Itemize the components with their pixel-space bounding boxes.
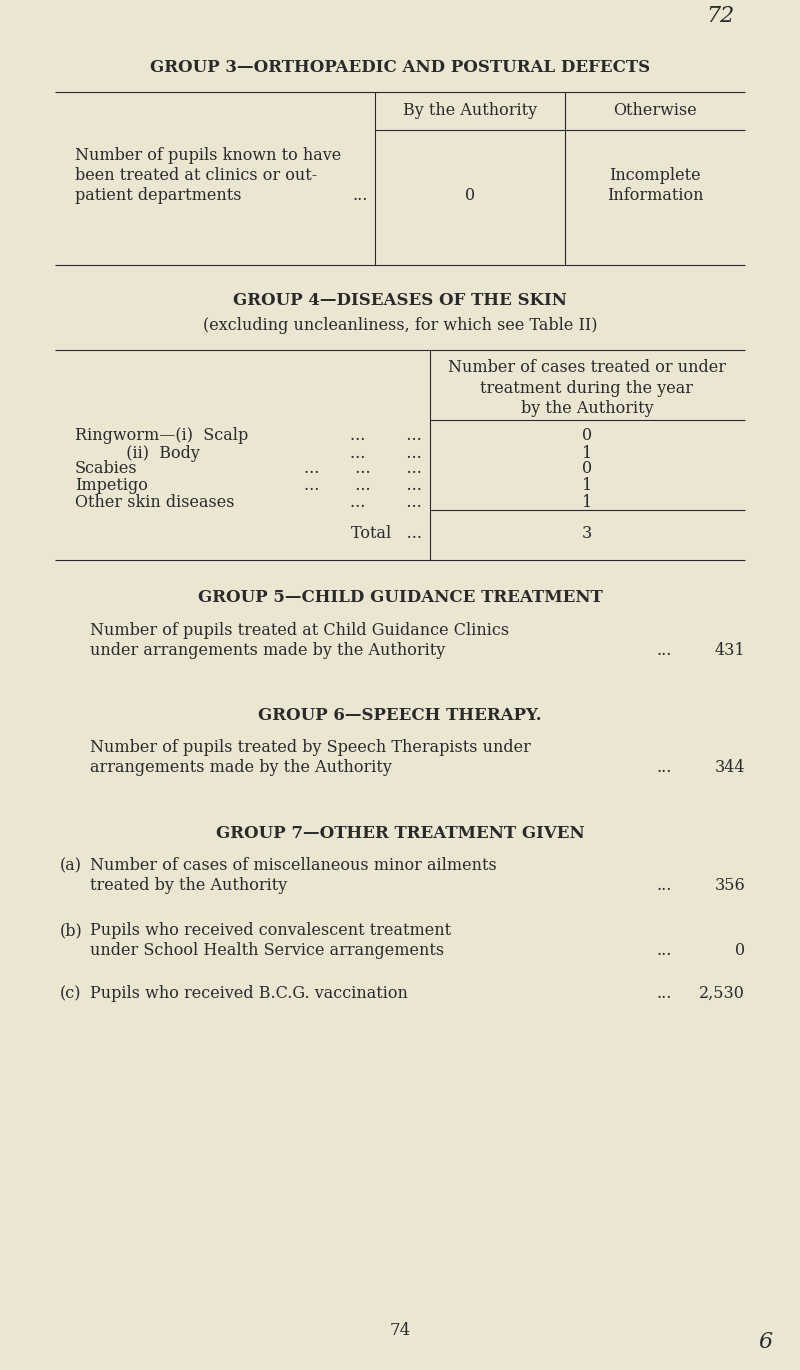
Text: 74: 74 xyxy=(390,1322,410,1338)
Text: ...       ...       ...: ... ... ... xyxy=(304,460,422,477)
Text: patient departments: patient departments xyxy=(75,186,242,204)
Text: 72: 72 xyxy=(706,5,734,27)
Text: ...: ... xyxy=(657,643,672,659)
Text: ...: ... xyxy=(657,943,672,959)
Text: ...       ...       ...: ... ... ... xyxy=(304,477,422,495)
Text: under School Health Service arrangements: under School Health Service arrangements xyxy=(90,943,444,959)
Text: (a): (a) xyxy=(60,858,82,874)
Text: 3: 3 xyxy=(582,525,592,543)
Text: Pupils who received B.C.G. vaccination: Pupils who received B.C.G. vaccination xyxy=(90,985,408,1001)
Text: Number of pupils known to have: Number of pupils known to have xyxy=(75,147,342,164)
Text: 356: 356 xyxy=(714,877,745,895)
Text: Number of cases of miscellaneous minor ailments: Number of cases of miscellaneous minor a… xyxy=(90,858,497,874)
Text: 0: 0 xyxy=(465,186,475,204)
Text: ...        ...: ... ... xyxy=(350,495,422,511)
Text: under arrangements made by the Authority: under arrangements made by the Authority xyxy=(90,643,446,659)
Text: Number of cases treated or under: Number of cases treated or under xyxy=(448,359,726,375)
Text: Number of pupils treated by Speech Therapists under: Number of pupils treated by Speech Thera… xyxy=(90,738,531,756)
Text: Otherwise: Otherwise xyxy=(613,101,697,119)
Text: ...: ... xyxy=(657,877,672,895)
Text: (ii)  Body: (ii) Body xyxy=(75,445,200,462)
Text: Impetigo: Impetigo xyxy=(75,477,148,495)
Text: ...: ... xyxy=(657,985,672,1001)
Text: treated by the Authority: treated by the Authority xyxy=(90,877,287,895)
Text: 6: 6 xyxy=(758,1332,772,1354)
Text: 1: 1 xyxy=(582,477,592,495)
Text: (excluding uncleanliness, for which see Table II): (excluding uncleanliness, for which see … xyxy=(202,316,598,334)
Text: ...        ...: ... ... xyxy=(350,445,422,462)
Text: 2,530: 2,530 xyxy=(699,985,745,1001)
Text: 344: 344 xyxy=(714,759,745,775)
Text: Ringworm—(i)  Scalp: Ringworm—(i) Scalp xyxy=(75,427,248,444)
Text: 1: 1 xyxy=(582,445,592,462)
Text: ...: ... xyxy=(657,759,672,775)
Text: Other skin diseases: Other skin diseases xyxy=(75,495,234,511)
Text: By the Authority: By the Authority xyxy=(403,101,537,119)
Text: Number of pupils treated at Child Guidance Clinics: Number of pupils treated at Child Guidan… xyxy=(90,622,509,638)
Text: (b): (b) xyxy=(60,922,82,938)
Text: 1: 1 xyxy=(582,495,592,511)
Text: 431: 431 xyxy=(714,643,745,659)
Text: Scabies: Scabies xyxy=(75,460,138,477)
Text: GROUP 5—CHILD GUIDANCE TREATMENT: GROUP 5—CHILD GUIDANCE TREATMENT xyxy=(198,589,602,606)
Text: GROUP 7—OTHER TREATMENT GIVEN: GROUP 7—OTHER TREATMENT GIVEN xyxy=(216,825,584,843)
Text: (c): (c) xyxy=(60,985,82,1001)
Text: Total   ...: Total ... xyxy=(351,525,422,543)
Text: 0: 0 xyxy=(582,460,592,477)
Text: 0: 0 xyxy=(582,427,592,444)
Text: treatment during the year: treatment during the year xyxy=(481,379,694,397)
Text: by the Authority: by the Authority xyxy=(521,400,654,416)
Text: Information: Information xyxy=(606,186,703,204)
Text: Pupils who received convalescent treatment: Pupils who received convalescent treatme… xyxy=(90,922,451,938)
Text: GROUP 6—SPEECH THERAPY.: GROUP 6—SPEECH THERAPY. xyxy=(258,707,542,723)
Text: arrangements made by the Authority: arrangements made by the Authority xyxy=(90,759,392,775)
Text: 0: 0 xyxy=(735,943,745,959)
Text: GROUP 3—ORTHOPAEDIC AND POSTURAL DEFECTS: GROUP 3—ORTHOPAEDIC AND POSTURAL DEFECTS xyxy=(150,59,650,75)
Text: been treated at clinics or out-: been treated at clinics or out- xyxy=(75,167,318,184)
Text: ...        ...: ... ... xyxy=(350,427,422,444)
Text: GROUP 4—DISEASES OF THE SKIN: GROUP 4—DISEASES OF THE SKIN xyxy=(233,292,567,310)
Text: Incomplete: Incomplete xyxy=(609,167,701,184)
Text: ...: ... xyxy=(353,186,368,204)
